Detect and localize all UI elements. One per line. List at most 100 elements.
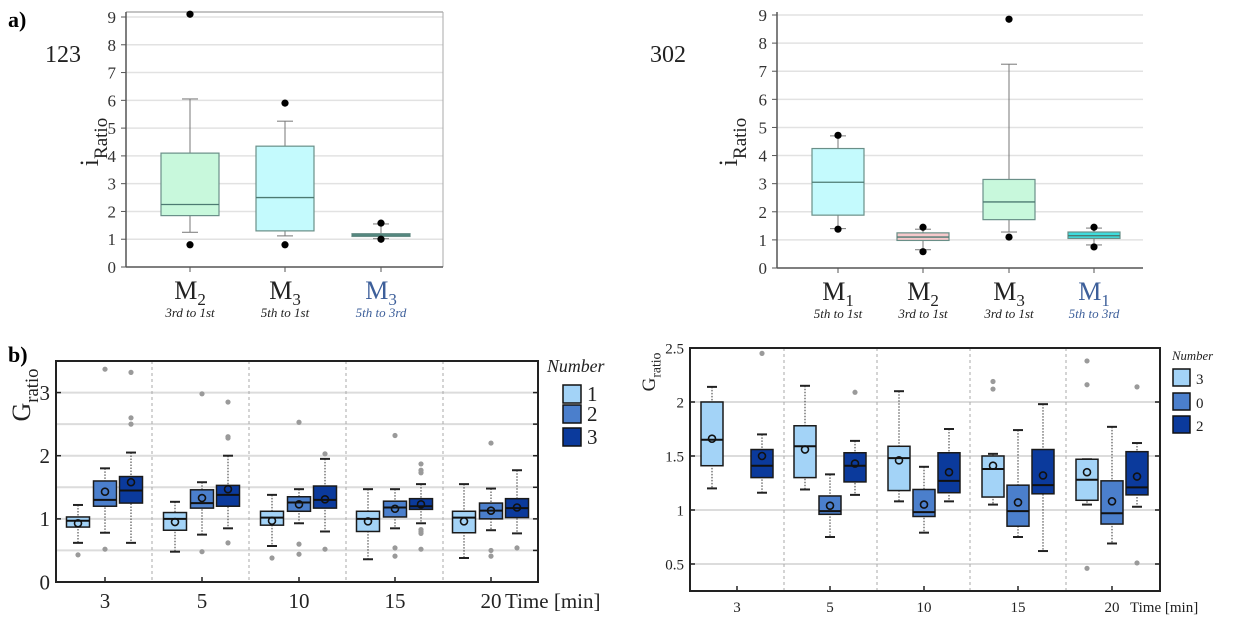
- box-iqr: [912, 488, 936, 518]
- category-desc: 3rd to 1st: [164, 305, 215, 320]
- box-iqr: [286, 496, 312, 513]
- outlier-point: [296, 541, 302, 547]
- y-tick-label: 5: [759, 118, 768, 137]
- box-series-0: [1100, 425, 1124, 545]
- legend-swatch: [562, 404, 582, 424]
- outlier-point: [1084, 358, 1090, 364]
- mean-marker: [100, 487, 110, 497]
- y-tick-label: 4: [108, 147, 117, 166]
- y-tick-label: 1: [759, 231, 768, 250]
- y-tick-label: 1: [108, 230, 117, 249]
- legend-swatch: [1172, 392, 1191, 411]
- mean-marker: [320, 494, 330, 504]
- outlier-point: [392, 545, 398, 551]
- y-tick-label: 2.5: [665, 341, 684, 357]
- mean-marker: [707, 434, 717, 444]
- box-series-3: [408, 461, 434, 552]
- outlier-point: [225, 435, 231, 441]
- legend-label: 0: [1196, 396, 1204, 412]
- category-label-main: M: [993, 277, 1016, 306]
- legend: Number 3 0 2: [1171, 349, 1213, 435]
- plot-frame: [55, 360, 539, 583]
- category-label-main: M: [365, 276, 388, 305]
- category-label: M1: [822, 277, 854, 310]
- outlier-point: [225, 540, 231, 546]
- y-axis-label: iRatio: [75, 118, 112, 166]
- legend-title: Number: [1171, 349, 1213, 363]
- category-label: M3: [365, 276, 397, 309]
- outlier-point: [322, 451, 328, 457]
- outlier-point: [392, 432, 398, 439]
- mean-marker: [1038, 471, 1048, 480]
- y-tick-label: 7: [108, 64, 117, 83]
- box-series-0: [818, 473, 842, 538]
- y-tick-label: 5: [108, 119, 117, 138]
- plot-frame: [689, 347, 1161, 592]
- category-label-sub: 3: [1016, 291, 1025, 310]
- outlier-point: [392, 553, 398, 559]
- y-axis-label: Gratio: [639, 352, 664, 391]
- outlier-point: [834, 225, 842, 233]
- legend-label: 1: [587, 382, 598, 406]
- mean-marker: [512, 503, 522, 512]
- y-tick-label: 1: [677, 503, 685, 519]
- category-desc: 3rd to 1st: [897, 306, 948, 321]
- mean-marker: [894, 456, 904, 465]
- box-series-3: [504, 469, 530, 551]
- box-series-3: [793, 384, 817, 491]
- legend-swatch: [562, 427, 582, 447]
- mean-marker: [126, 477, 136, 487]
- outlier-point: [186, 241, 194, 249]
- legend: Number 123: [546, 356, 605, 449]
- outlier-point: [418, 470, 424, 476]
- y-tick-label: 1.5: [665, 449, 684, 465]
- chart-annotation: 302: [650, 42, 686, 68]
- box-series-3: [700, 385, 724, 490]
- category-desc: 3rd to 1st: [983, 306, 1034, 321]
- box-series-2: [478, 440, 504, 559]
- outlier-point: [269, 555, 275, 561]
- x-tick-label: 5: [826, 600, 834, 616]
- y-axis-label-sub: Ratio: [91, 118, 112, 159]
- box-iqr: [1100, 480, 1124, 525]
- y-axis-label-main: i: [75, 159, 104, 166]
- outlier-point: [990, 386, 996, 392]
- category-desc: 5th to 1st: [814, 306, 863, 321]
- y-tick-label: 7: [759, 62, 768, 81]
- mean-marker: [197, 493, 207, 503]
- panel-label-b: b): [8, 342, 28, 367]
- y-axis-label-main: G: [7, 403, 36, 422]
- outlier-point: [834, 131, 842, 139]
- box-iqr: [887, 445, 911, 492]
- outlier-point: [199, 549, 205, 555]
- legend-swatch: [562, 384, 582, 404]
- outlier-point: [322, 546, 328, 552]
- y-tick-label: 2: [677, 395, 685, 411]
- box-series-2: [286, 419, 312, 557]
- y-axis-label-main: G: [639, 377, 660, 391]
- y-tick-label: 2: [759, 203, 768, 222]
- category-label: M2: [174, 276, 206, 309]
- box-series-1: [162, 500, 188, 553]
- mean-marker: [294, 500, 304, 509]
- category-label-main: M: [1078, 277, 1101, 306]
- legend-label: 3: [1196, 372, 1204, 388]
- y-axis-label: Gratio: [7, 368, 43, 421]
- mean-marker: [757, 451, 767, 461]
- mean-marker: [363, 517, 373, 526]
- box-iqr: [382, 500, 408, 518]
- mean-marker: [73, 518, 83, 528]
- box-iqr: [255, 145, 315, 232]
- mean-marker: [459, 517, 469, 526]
- category-label-sub: 3: [388, 290, 397, 309]
- box-iqr: [92, 480, 118, 507]
- outlier-point: [1134, 384, 1140, 390]
- box-series-1: [355, 488, 381, 561]
- outlier-point: [281, 99, 289, 107]
- x-tick-label: 3: [733, 600, 741, 616]
- x-tick-label: 3: [100, 589, 111, 613]
- category-label: M3: [993, 277, 1025, 310]
